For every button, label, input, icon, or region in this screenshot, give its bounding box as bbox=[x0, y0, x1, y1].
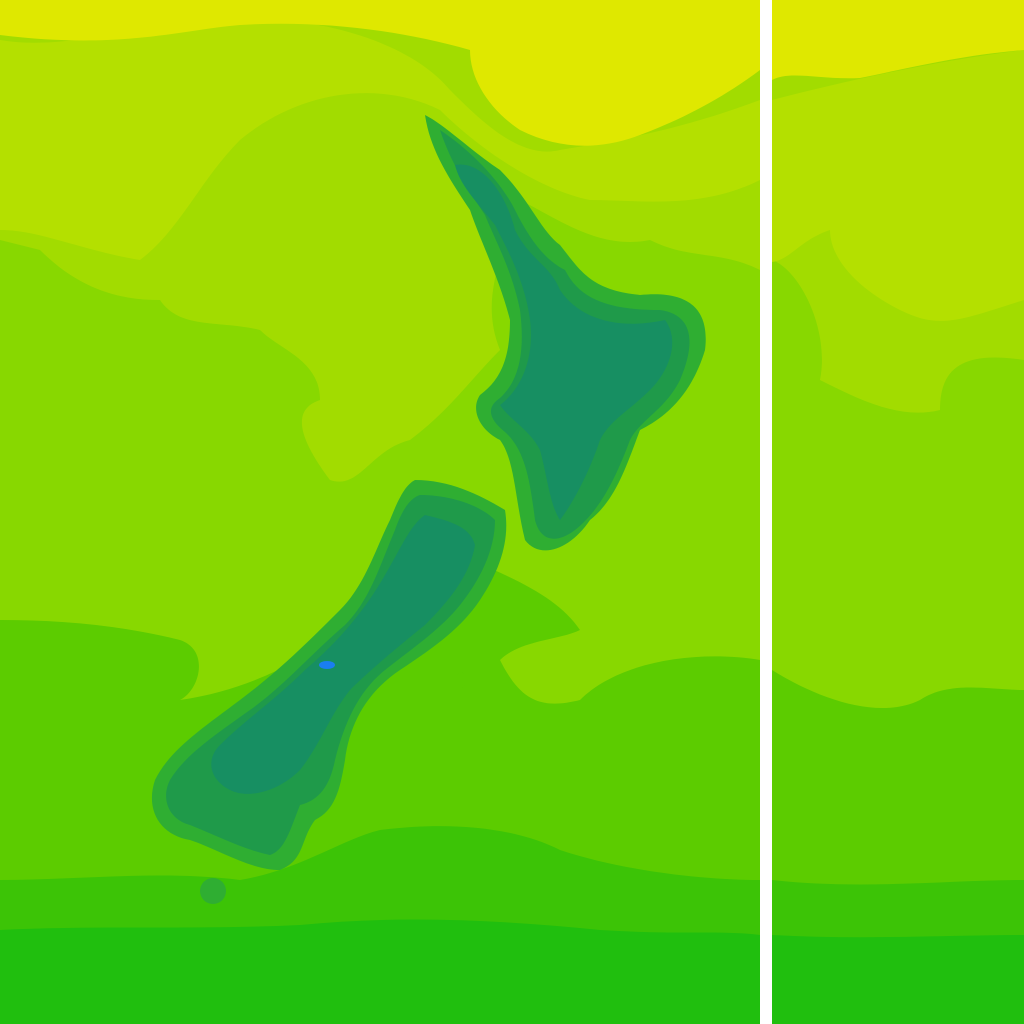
small-island bbox=[456, 672, 466, 688]
band-2-region bbox=[0, 17, 1024, 321]
stewart-island bbox=[200, 878, 226, 904]
south-island-core bbox=[211, 515, 476, 794]
north-island-core bbox=[455, 164, 673, 520]
north-island bbox=[425, 115, 706, 551]
south-island bbox=[151, 480, 507, 870]
tile-seam bbox=[760, 0, 772, 1024]
peak-marker bbox=[319, 661, 335, 669]
